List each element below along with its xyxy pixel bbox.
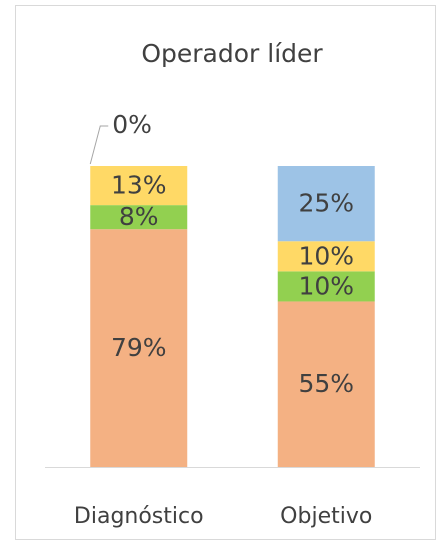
bar-segment (277, 166, 375, 242)
data-label: 13% (111, 171, 167, 200)
bar-segment (277, 271, 375, 302)
data-label: 8% (119, 202, 159, 231)
data-label: 10% (298, 271, 354, 300)
bar-segment (90, 205, 188, 230)
data-label: 10% (298, 241, 354, 270)
data-label: 25% (298, 189, 354, 218)
bar-segment (277, 241, 375, 272)
leader-line (89, 125, 109, 165)
bar-segment (90, 166, 188, 206)
x-tick-label: Objetivo (280, 504, 372, 529)
data-label: 0% (112, 110, 152, 139)
x-tick-label: Diagnóstico (74, 504, 204, 529)
data-label: 55% (298, 369, 354, 398)
bar-segment (90, 229, 188, 467)
data-label: 79% (111, 333, 167, 362)
bar-segment (277, 301, 375, 467)
chart-title: Operador líder (141, 39, 323, 68)
